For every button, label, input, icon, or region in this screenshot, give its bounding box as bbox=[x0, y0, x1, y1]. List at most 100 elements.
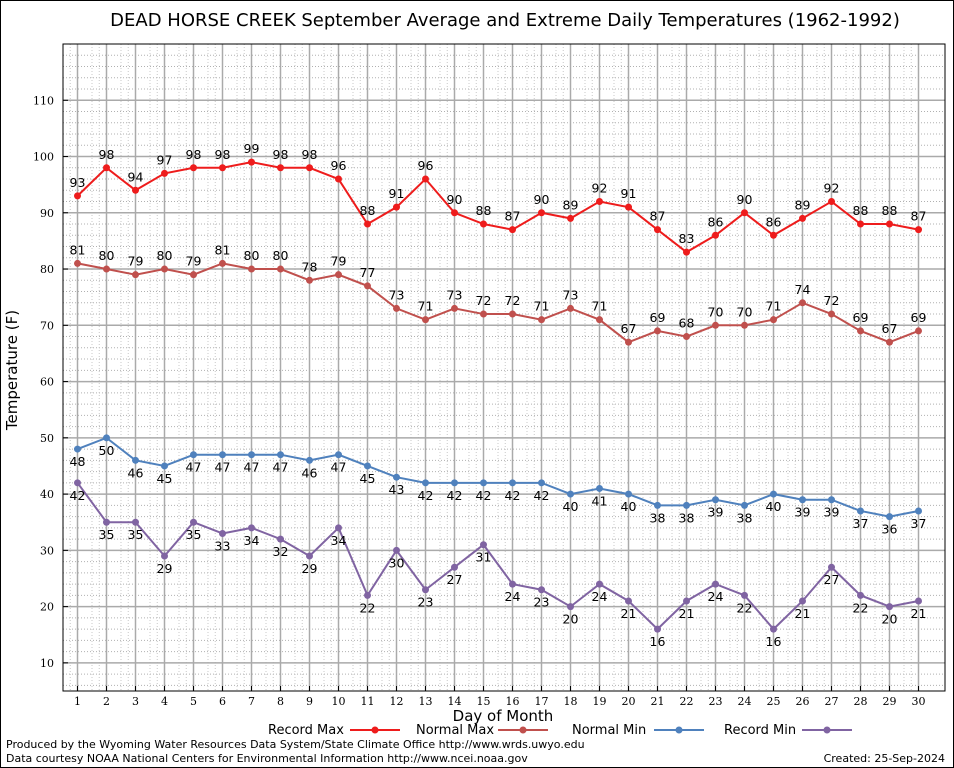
normal-min-point bbox=[915, 507, 922, 515]
record-max-data-label: 88 bbox=[853, 203, 869, 218]
record-min-data-label: 22 bbox=[737, 600, 753, 615]
normal-max-data-label: 81 bbox=[215, 242, 231, 257]
record-min-point bbox=[915, 597, 922, 605]
normal-min-point bbox=[683, 501, 690, 509]
normal-min-data-label: 40 bbox=[766, 499, 782, 514]
normal-max-data-label: 69 bbox=[911, 310, 927, 325]
normal-min-data-label: 47 bbox=[331, 460, 347, 475]
record-min-data-label: 24 bbox=[505, 589, 521, 604]
record-max-point bbox=[103, 164, 110, 172]
y-tick-label: 110 bbox=[33, 94, 54, 107]
record-max-point bbox=[915, 226, 922, 234]
record-min-data-label: 16 bbox=[650, 634, 666, 649]
normal-max-data-label: 78 bbox=[302, 259, 318, 274]
normal-max-point bbox=[741, 321, 748, 329]
normal-min-data-label: 42 bbox=[447, 488, 463, 503]
x-tick-label: 14 bbox=[448, 695, 462, 708]
x-tick-label: 11 bbox=[361, 695, 375, 708]
normal-max-data-label: 71 bbox=[766, 299, 782, 314]
normal-max-point bbox=[422, 316, 429, 324]
normal-max-data-label: 72 bbox=[824, 293, 840, 308]
record-min-data-label: 22 bbox=[360, 600, 376, 615]
y-tick-label: 80 bbox=[40, 263, 54, 276]
record-min-point bbox=[712, 580, 719, 588]
record-min-point bbox=[509, 580, 516, 588]
normal-min-data-label: 42 bbox=[418, 488, 434, 503]
x-tick-label: 24 bbox=[738, 695, 752, 708]
normal-min-data-label: 47 bbox=[244, 460, 260, 475]
x-tick-label: 1 bbox=[74, 695, 81, 708]
normal-min-data-label: 46 bbox=[128, 465, 144, 480]
record-max-point bbox=[886, 220, 893, 228]
record-min-point bbox=[132, 518, 139, 526]
normal-min-data-label: 45 bbox=[157, 471, 173, 486]
normal-max-point bbox=[625, 338, 632, 346]
normal-min-point bbox=[886, 513, 893, 521]
record-min-data-label: 35 bbox=[128, 527, 144, 542]
x-tick-label: 16 bbox=[506, 695, 520, 708]
record-max-point bbox=[161, 169, 168, 177]
y-tick-label: 100 bbox=[33, 151, 54, 164]
credit-line-1: Produced by the Wyoming Water Resources … bbox=[6, 738, 585, 751]
normal-min-point bbox=[654, 501, 661, 509]
y-axis-label: Temperature (F) bbox=[3, 310, 21, 431]
record-max-point bbox=[393, 203, 400, 211]
normal-max-point bbox=[567, 304, 574, 312]
record-max-data-label: 92 bbox=[824, 181, 840, 196]
record-min-point bbox=[596, 580, 603, 588]
plot-background bbox=[63, 44, 945, 691]
normal-min-point bbox=[277, 451, 284, 459]
record-min-data-label: 29 bbox=[157, 561, 173, 576]
normal-max-data-label: 67 bbox=[882, 321, 898, 336]
x-tick-label: 2 bbox=[103, 695, 110, 708]
record-min-point bbox=[161, 552, 168, 560]
normal-max-point bbox=[596, 316, 603, 324]
normal-max-data-label: 67 bbox=[621, 321, 637, 336]
record-max-data-label: 87 bbox=[505, 209, 521, 224]
normal-min-point bbox=[596, 484, 603, 492]
normal-max-point bbox=[683, 333, 690, 341]
normal-min-point bbox=[422, 479, 429, 487]
record-max-data-label: 99 bbox=[244, 141, 260, 156]
normal-min-point bbox=[248, 451, 255, 459]
x-tick-label: 29 bbox=[883, 695, 897, 708]
x-tick-label: 22 bbox=[680, 695, 694, 708]
y-tick-label: 30 bbox=[40, 544, 54, 557]
record-min-line bbox=[76, 482, 919, 631]
x-tick-label: 28 bbox=[854, 695, 868, 708]
normal-min-data-label: 42 bbox=[476, 488, 492, 503]
normal-max-point bbox=[248, 265, 255, 273]
normal-min-data-label: 47 bbox=[215, 460, 231, 475]
record-min-point bbox=[393, 546, 400, 554]
normal-min-data-label: 37 bbox=[911, 516, 927, 531]
normal-max-point bbox=[886, 338, 893, 346]
record-min-data-label: 21 bbox=[911, 606, 927, 621]
normal-max-point bbox=[190, 271, 197, 279]
legend-label-normal-min: Normal Min bbox=[572, 723, 646, 738]
record-min-data-label: 29 bbox=[302, 561, 318, 576]
y-tick-label: 60 bbox=[40, 376, 54, 389]
x-tick-label: 9 bbox=[306, 695, 313, 708]
normal-min-point bbox=[451, 479, 458, 487]
normal-max-point bbox=[219, 259, 226, 267]
normal-min-point bbox=[393, 473, 400, 481]
normal-max-data-label: 81 bbox=[70, 242, 86, 257]
record-min-data-label: 21 bbox=[621, 606, 637, 621]
x-tick-label: 23 bbox=[709, 695, 723, 708]
record-max-data-label: 98 bbox=[99, 147, 115, 162]
normal-max-data-label: 72 bbox=[476, 293, 492, 308]
record-max-point bbox=[567, 214, 574, 222]
record-max-data-label: 90 bbox=[737, 192, 753, 207]
record-min-data-label: 33 bbox=[215, 538, 231, 553]
normal-max-point bbox=[364, 282, 371, 290]
normal-max-point bbox=[277, 265, 284, 273]
record-min-point bbox=[219, 529, 226, 537]
normal-max-data-label: 74 bbox=[795, 282, 811, 297]
normal-min-data-label: 48 bbox=[70, 454, 86, 469]
created-date: Created: 25-Sep-2024 bbox=[824, 752, 945, 765]
record-min-point bbox=[857, 591, 864, 599]
record-max-data-label: 90 bbox=[447, 192, 463, 207]
record-max-data-label: 96 bbox=[418, 158, 434, 173]
record-min-data-label: 20 bbox=[563, 612, 579, 627]
record-max-point bbox=[741, 209, 748, 217]
